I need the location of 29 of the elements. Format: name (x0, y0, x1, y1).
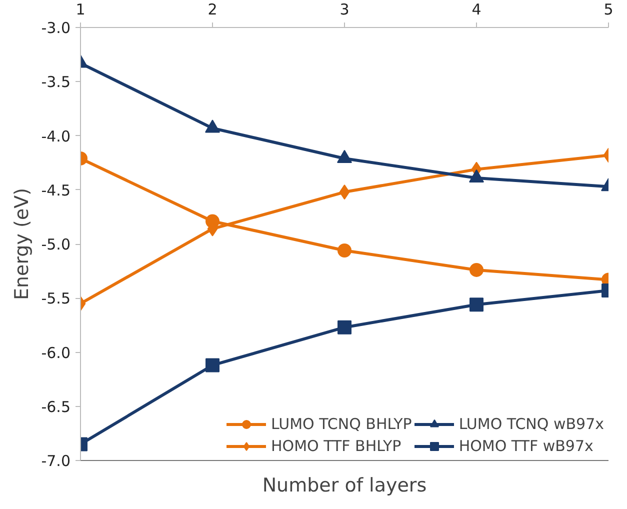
x-axis-title: Number of layers (262, 474, 427, 496)
point (470, 262, 484, 277)
point (206, 358, 220, 372)
point (337, 150, 352, 164)
point (338, 244, 352, 258)
y-tick-label: -3.0 (41, 19, 71, 37)
y-tick-label: -5.0 (41, 236, 71, 254)
x-tick-label: 4 (472, 0, 482, 18)
y-tick-label: -6.0 (41, 344, 71, 362)
legend-label: HOMO TTF wB97x (458, 437, 594, 455)
y-tick-label: -4.5 (41, 181, 71, 200)
x-tick-label: 2 (208, 0, 218, 18)
y-tick-label: -7.0 (41, 452, 71, 470)
point (469, 169, 484, 183)
x-tick-label: 3 (340, 0, 350, 18)
point (339, 184, 350, 200)
legend-label: LUMO TCNQ BHLYP (271, 415, 412, 433)
point (338, 320, 352, 334)
point (205, 120, 220, 133)
y-tick-label: -4.0 (41, 127, 71, 146)
legend-label: LUMO TCNQ wB97x (458, 415, 604, 433)
x-tick-label: 5 (604, 0, 614, 18)
y-tick-label: -3.5 (41, 73, 71, 92)
y-axis-title: Energy (eV) (11, 188, 34, 300)
x-tick-label: 1 (76, 0, 86, 18)
legend-label: HOMO TTF BHLYP (271, 437, 402, 455)
y-tick-label: -6.5 (41, 398, 71, 416)
point (470, 298, 484, 312)
y-tick-label: -5.5 (41, 290, 71, 308)
